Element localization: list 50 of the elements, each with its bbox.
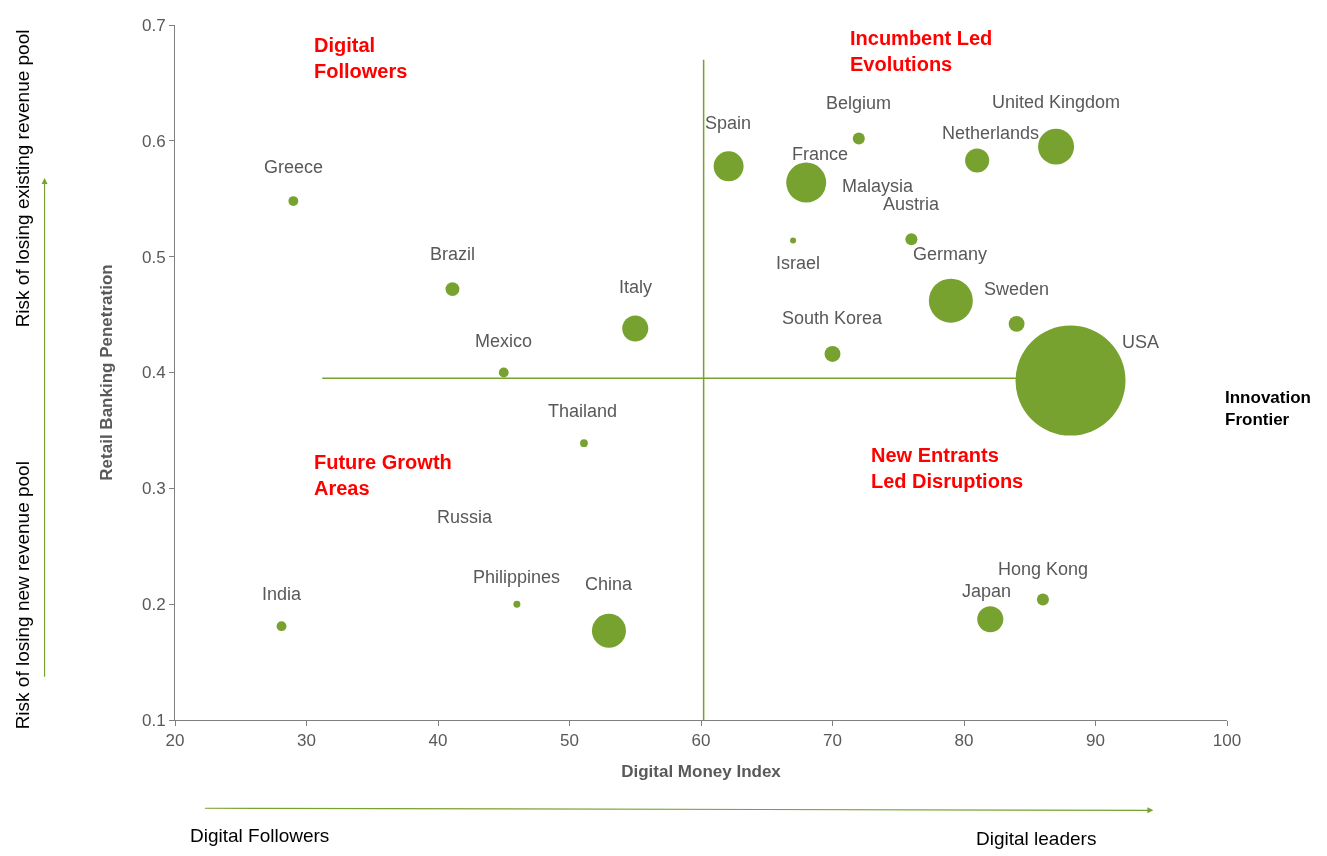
annotation: Mexico	[475, 331, 533, 351]
annotation: Malaysia	[842, 176, 915, 196]
annotation: Germany	[913, 244, 988, 264]
annotation: Israel	[776, 253, 821, 273]
annotation: Spain	[705, 113, 752, 133]
y-tick-label: 0.3	[141, 479, 166, 499]
annotation: Thailand	[548, 401, 618, 421]
y-axis-title: Retail Banking Penetration	[96, 264, 116, 481]
x-tick-label: 20	[165, 731, 185, 751]
annotation: Digital Followers	[314, 34, 408, 82]
annotation: USA	[1122, 332, 1160, 352]
text: Digital leaders	[976, 828, 1097, 849]
y-tick-label: 0.5	[141, 247, 166, 267]
annotation: Greece	[264, 157, 324, 177]
y-tick-label: 0.6	[141, 131, 166, 151]
x-tick-label: 60	[691, 731, 711, 751]
text: Risk of losing existing revenue pool	[11, 29, 33, 328]
x-tick-label: 90	[1086, 731, 1105, 751]
annotation: Future Growth Areas	[314, 451, 452, 499]
annotation: Sweden	[984, 279, 1050, 299]
y-tick-label: 0.2	[141, 595, 166, 615]
annotation: Innovation Frontier	[1225, 388, 1311, 430]
annotation: New Entrants Led Disruptions	[871, 444, 1024, 492]
annotation: Incumbent Led Evolutions	[850, 27, 993, 75]
annotation: Netherlands	[942, 123, 1040, 143]
x-tick-label: 70	[823, 731, 842, 751]
x-tick-label: 100	[1212, 731, 1242, 751]
annotation: Russia	[437, 507, 494, 527]
x-tick-label: 40	[428, 731, 448, 751]
y-tick-label: 0.7	[141, 15, 166, 35]
y-tick-label: 0.1	[141, 710, 166, 730]
text: Digital Followers	[190, 825, 330, 846]
annotation: Philippines	[473, 567, 561, 587]
y-tick-label: 0.4	[141, 363, 166, 383]
annotation: China	[585, 574, 634, 594]
annotation: France	[792, 144, 849, 164]
annotation: India	[262, 584, 303, 604]
annotation: Brazil	[430, 244, 476, 264]
annotation: Japan	[962, 581, 1012, 601]
annotation: United Kingdom	[992, 92, 1121, 112]
annotation: South Korea	[782, 308, 884, 328]
annotation: Hong Kong	[998, 559, 1089, 579]
x-axis-title: Digital Money Index	[621, 761, 782, 781]
annotation: Italy	[619, 277, 653, 297]
text: Risk of losing new revenue pool	[11, 461, 33, 730]
x-tick-label: 50	[560, 731, 579, 751]
annotation: Belgium	[826, 93, 892, 113]
x-tick-label: 80	[954, 731, 974, 751]
annotation: Austria	[883, 194, 941, 214]
x-tick-label: 30	[297, 731, 316, 751]
